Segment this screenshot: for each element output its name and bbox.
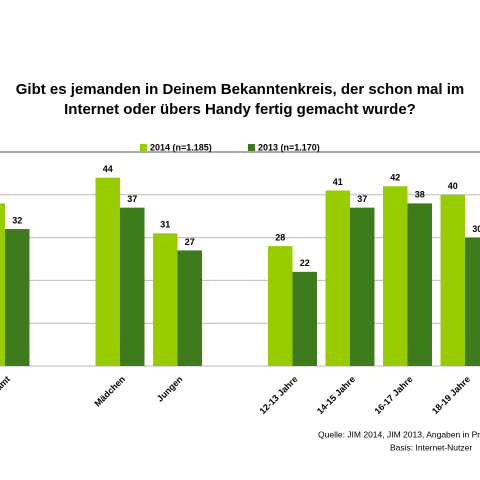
chart-title: Internet oder übers Handy fertig gemacht… [64,101,416,118]
bar [120,207,145,366]
x-tick-label: Mädchen [92,374,127,409]
x-tick-label: 14-15 Jahre [315,374,357,416]
bar [153,233,178,366]
x-tick-label: Jungen [155,374,185,404]
value-label: 40 [448,181,458,191]
bar [440,194,465,366]
bar [95,177,120,366]
legend-swatch [140,144,147,151]
x-tick-label: 18-19 Jahre [430,374,472,416]
x-tick-label: 12-13 Jahre [257,374,299,416]
bar [350,207,375,366]
source-note: Basis: Internet-Nutzer [390,442,472,452]
x-tick-label: 16-17 Jahre [372,374,414,416]
bar [465,237,480,366]
bar [383,186,408,366]
value-label: 22 [300,258,310,268]
bar [5,229,30,366]
value-label: 31 [160,220,170,230]
chart-title: Gibt es jemanden in Deinem Bekanntenkrei… [16,81,464,98]
bar [0,203,5,366]
value-label: 41 [333,177,343,187]
source-note: Quelle: JIM 2014, JIM 2013, Angaben in P… [318,429,480,439]
value-label: 37 [357,194,367,204]
bar [177,250,202,366]
legend-swatch [248,144,255,151]
value-label: 44 [103,164,113,174]
value-label: 30 [472,224,480,234]
value-label: 27 [185,237,195,247]
value-label: 42 [390,173,400,183]
legend-label: 2013 (n=1.170) [258,142,320,152]
value-label: 38 [415,190,425,200]
value-label: 37 [127,194,137,204]
bar [325,190,350,366]
value-label: 28 [275,233,285,243]
bar [292,271,317,366]
bar [268,246,293,366]
value-label: 32 [12,215,22,225]
legend-label: 2014 (n=1.185) [150,142,212,152]
x-tick-label: Gesamt [0,374,12,404]
bar [407,203,432,366]
